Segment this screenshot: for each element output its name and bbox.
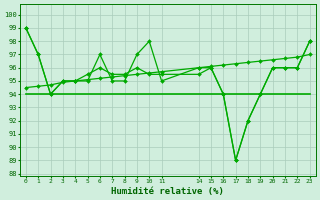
X-axis label: Humidité relative (%): Humidité relative (%) [111,187,224,196]
